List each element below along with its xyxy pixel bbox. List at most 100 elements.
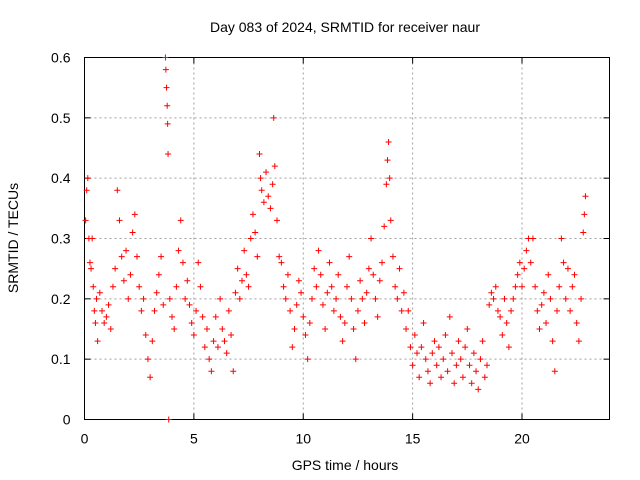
data-point bbox=[363, 289, 370, 296]
data-point bbox=[217, 295, 224, 302]
data-point bbox=[302, 332, 309, 339]
data-point bbox=[381, 223, 388, 230]
data-point bbox=[560, 259, 567, 266]
data-point bbox=[199, 313, 206, 320]
data-point bbox=[418, 344, 425, 351]
data-point bbox=[188, 319, 195, 326]
data-point bbox=[475, 386, 482, 393]
data-point bbox=[429, 350, 436, 357]
data-point bbox=[431, 338, 438, 345]
data-point bbox=[90, 283, 97, 290]
data-point bbox=[479, 338, 486, 345]
data-point bbox=[459, 374, 466, 381]
data-point bbox=[508, 307, 515, 314]
data-point bbox=[265, 193, 272, 200]
data-point bbox=[282, 295, 289, 302]
data-point bbox=[545, 271, 552, 278]
data-point bbox=[324, 289, 331, 296]
data-point bbox=[212, 313, 219, 320]
data-point bbox=[501, 295, 508, 302]
data-point bbox=[271, 163, 278, 170]
data-point bbox=[433, 362, 440, 369]
data-point bbox=[514, 271, 521, 278]
data-point bbox=[228, 332, 235, 339]
data-point bbox=[109, 283, 116, 290]
data-point bbox=[197, 283, 204, 290]
data-point bbox=[322, 326, 329, 332]
data-point bbox=[503, 319, 510, 326]
data-point bbox=[163, 84, 170, 91]
data-point bbox=[82, 217, 89, 224]
data-point bbox=[481, 374, 488, 381]
data-point bbox=[169, 313, 175, 320]
data-point bbox=[96, 289, 103, 296]
data-point bbox=[420, 319, 427, 326]
data-point bbox=[232, 289, 239, 296]
data-point bbox=[389, 253, 396, 260]
data-point bbox=[582, 193, 589, 200]
data-point bbox=[346, 253, 353, 260]
data-point bbox=[354, 307, 361, 314]
y-tick-label: 0.4 bbox=[51, 170, 71, 186]
data-point bbox=[144, 356, 151, 363]
data-point bbox=[260, 199, 267, 206]
data-point bbox=[116, 217, 123, 224]
data-point bbox=[83, 187, 90, 194]
y-axis-label: SRMTID / TECUs bbox=[5, 183, 21, 293]
data-point bbox=[580, 229, 587, 236]
data-point bbox=[173, 283, 180, 290]
data-point bbox=[162, 66, 169, 73]
data-point bbox=[313, 283, 320, 290]
data-point bbox=[499, 332, 506, 339]
data-point bbox=[99, 307, 105, 314]
data-point bbox=[195, 259, 202, 266]
data-points bbox=[82, 54, 589, 423]
data-point bbox=[239, 277, 245, 284]
data-point bbox=[344, 283, 350, 290]
data-point bbox=[473, 368, 480, 375]
data-point bbox=[276, 253, 283, 260]
data-point bbox=[289, 344, 296, 351]
data-point bbox=[214, 344, 221, 351]
data-point bbox=[127, 271, 134, 278]
data-point bbox=[315, 247, 322, 254]
data-point bbox=[252, 229, 259, 236]
data-point bbox=[123, 247, 130, 254]
data-point bbox=[424, 368, 431, 375]
data-point bbox=[385, 138, 392, 145]
data-point bbox=[245, 283, 252, 290]
data-point bbox=[84, 175, 91, 182]
data-point bbox=[440, 356, 447, 363]
data-point bbox=[298, 289, 305, 296]
data-point bbox=[204, 326, 210, 332]
data-point bbox=[444, 368, 451, 375]
data-point bbox=[416, 374, 423, 381]
data-point bbox=[396, 265, 403, 272]
data-point bbox=[287, 307, 294, 314]
data-point bbox=[291, 326, 298, 332]
data-point bbox=[206, 356, 213, 363]
data-point bbox=[330, 307, 337, 314]
data-point bbox=[368, 235, 375, 242]
data-point bbox=[309, 295, 315, 302]
data-point bbox=[186, 301, 193, 308]
data-point bbox=[477, 356, 484, 363]
data-point bbox=[101, 319, 108, 326]
data-point bbox=[488, 289, 495, 296]
data-point bbox=[394, 295, 401, 302]
data-point bbox=[335, 271, 342, 278]
data-point bbox=[464, 326, 471, 332]
data-point bbox=[201, 344, 208, 351]
data-point bbox=[107, 326, 114, 332]
data-point bbox=[547, 295, 554, 302]
data-point bbox=[140, 295, 147, 302]
data-point bbox=[414, 350, 420, 357]
data-point bbox=[365, 265, 372, 272]
x-tick-label: 15 bbox=[405, 431, 421, 447]
axis-ticks: 0 5 10 15 20 0 0.1 0.2 0.3 0.4 0.5 0.6 bbox=[51, 50, 610, 447]
data-point bbox=[147, 374, 154, 381]
data-point bbox=[556, 283, 563, 290]
data-point bbox=[462, 344, 469, 351]
x-tick-label: 10 bbox=[295, 431, 311, 447]
